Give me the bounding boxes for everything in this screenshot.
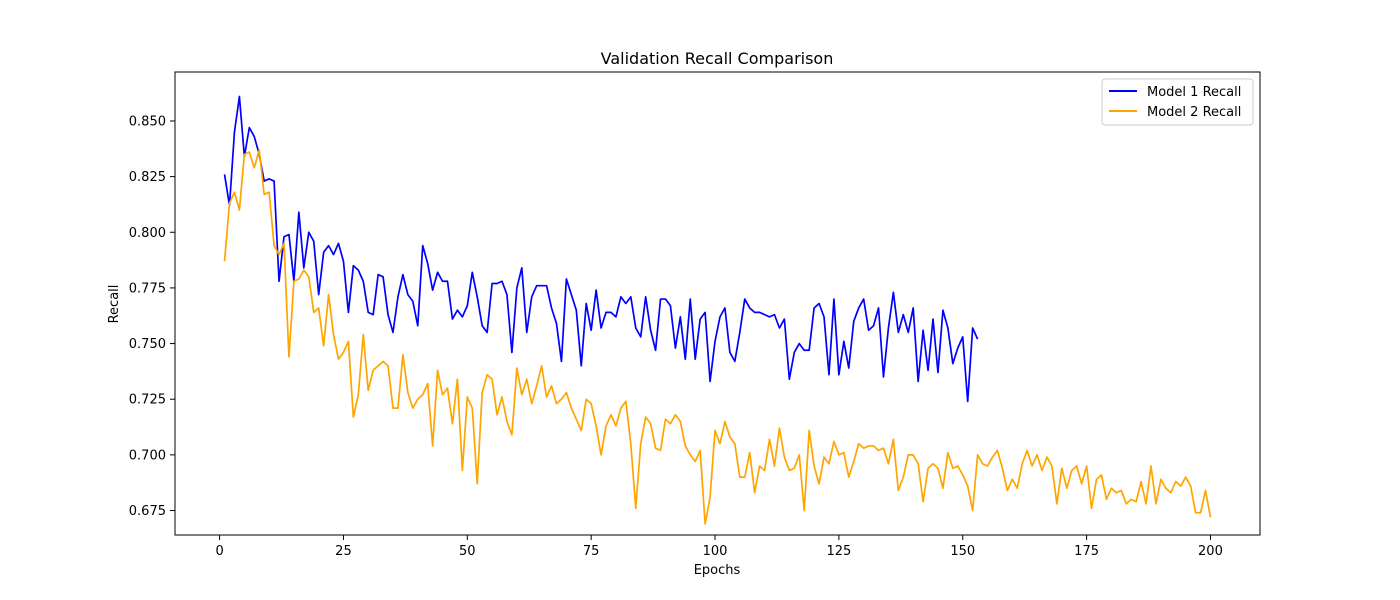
y-tick-label: 0.700	[129, 448, 166, 463]
y-tick-label: 0.825	[129, 170, 166, 185]
series-line-model-1	[223, 95, 979, 403]
x-tick-label: 100	[703, 544, 728, 559]
x-axis: 0 25 50 75 100 125 150 175 200	[215, 535, 1223, 559]
x-tick-label: 200	[1198, 544, 1223, 559]
series-line-model-2	[223, 149, 1212, 525]
y-tick-label: 0.750	[129, 337, 166, 352]
legend-box	[1101, 78, 1254, 126]
y-axis: 0.675 0.700 0.725 0.750 0.775 0.800 0.825 0.850	[129, 114, 175, 519]
y-axis-label: Recall	[107, 285, 122, 324]
y-tick-label: 0.725	[129, 393, 166, 408]
x-tick-label: 150	[950, 544, 975, 559]
x-tick-label: 25	[335, 544, 352, 559]
x-tick-label: 75	[583, 544, 600, 559]
legend-label-model-2: Model 2 Recall	[1147, 105, 1241, 120]
y-tick-label: 0.800	[129, 226, 166, 241]
x-axis-label: Epochs	[694, 563, 741, 578]
legend-label-model-1: Model 1 Recall	[1147, 85, 1241, 100]
x-tick-label: 50	[459, 544, 476, 559]
x-tick-label: 175	[1074, 544, 1099, 559]
y-tick-label: 0.675	[129, 504, 166, 519]
y-tick-label: 0.850	[129, 114, 166, 129]
chart-title: Validation Recall Comparison	[601, 49, 834, 68]
series-layer	[223, 95, 1212, 525]
x-tick-label: 0	[215, 544, 223, 559]
x-tick-label: 125	[826, 544, 851, 559]
legend: Model 1 Recall Model 2 Recall	[1101, 78, 1254, 126]
plot-frame	[174, 71, 1261, 536]
plot-area	[175, 72, 1260, 535]
y-tick-label: 0.775	[129, 281, 166, 296]
